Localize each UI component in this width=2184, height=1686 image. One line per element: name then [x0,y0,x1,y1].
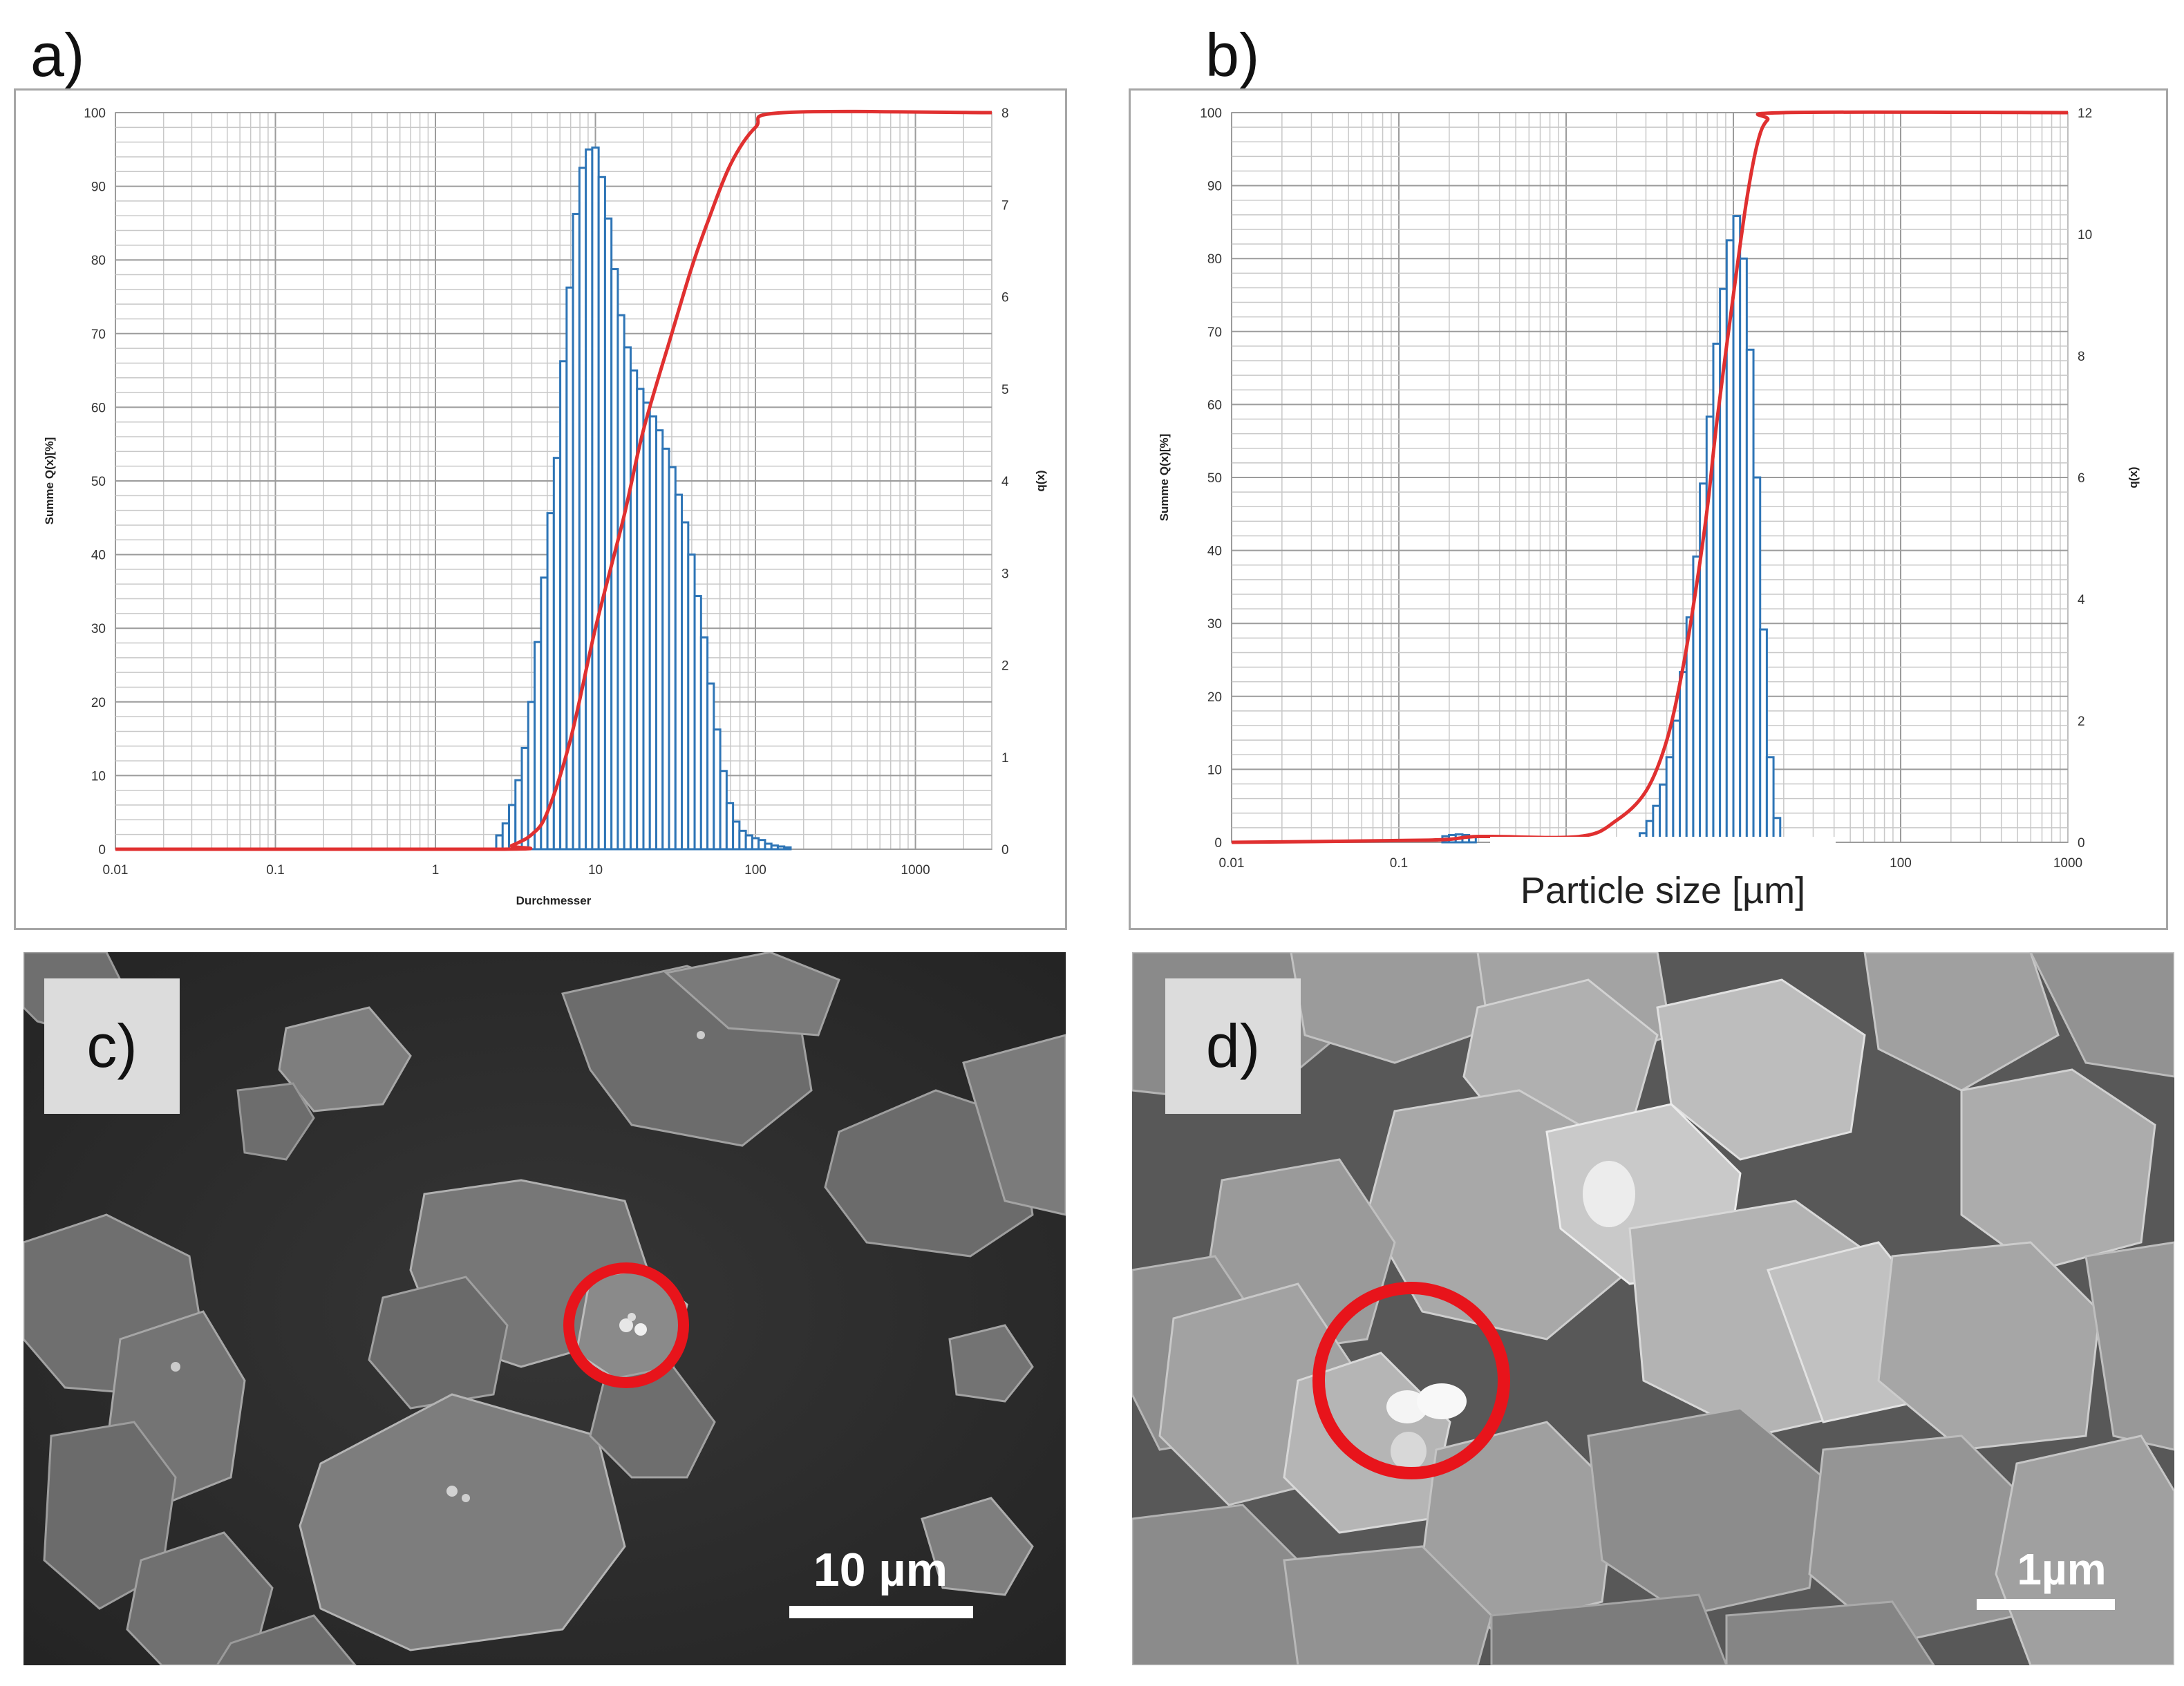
chart-a-ytick-right: 7 [1001,198,1009,213]
chart-b-xtick: 0.01 [1219,856,1245,871]
chart-a-xtick: 10 [588,863,603,878]
chart-a-xtick: 1000 [901,863,930,878]
chart-a-xtick: 100 [744,863,766,878]
chart-a-ytick-left: 50 [91,475,106,489]
chart-b-ytick-left: 80 [1207,252,1222,267]
chart-b-xlabel-backdrop [1490,837,1836,913]
chart-b-ytick-right: 10 [2078,228,2092,243]
chart-a-ytick-right: 3 [1001,567,1009,581]
chart-a-ytick-right: 0 [1001,843,1009,858]
chart-b-ytick-right: 0 [2078,836,2085,851]
chart-b-ytick-right: 2 [2078,714,2085,729]
panel-c-label: c) [44,978,180,1114]
chart-a-xlabel: Durchmesser [516,894,592,907]
chart-b-ytick-left: 0 [1214,836,1222,851]
chart-a-ytick-right: 5 [1001,383,1009,397]
chart-b-xlabel: Particle size [µm] [1521,870,1805,911]
chart-a-ytick-left: 30 [91,622,106,636]
panel-d-label: d) [1165,978,1301,1114]
chart-a-ytick-right: 4 [1001,475,1009,489]
chart-b: 0 10 20 30 40 50 60 70 80 90 100 0 2 4 6 8 10 12 0.01 0.1 10… [1129,88,2168,930]
chart-b-ytick-left: 50 [1207,471,1222,486]
chart-a: 0 10 20 30 40 50 60 70 80 90 100 0 1 2 3 4 5 6 7 8 0.01 0.1 1 1… [14,88,1067,930]
chart-b-ytick-right: 12 [2078,106,2092,121]
chart-a-xtick: 0.01 [103,863,129,878]
scale-d-bar [1977,1599,2115,1610]
chart-b-ytick-right: 4 [2078,593,2085,607]
chart-b-ytick-left: 40 [1207,544,1222,559]
chart-b-ytick-left: 30 [1207,617,1222,632]
chart-a-histogram-bar [783,846,792,851]
chart-b-ytick-right: 6 [2078,471,2085,486]
scale-d-text: 1µm [2017,1544,2107,1594]
chart-a-ylabel-left: Summe Q(x)[%] [43,437,56,525]
chart-a-ytick-left: 70 [91,328,106,342]
chart-b-ytick-right: 8 [2078,350,2085,364]
chart-a-ytick-right: 1 [1001,751,1009,766]
chart-a-ytick-left: 10 [91,769,106,784]
chart-b-ylabel-right: q(x) [2127,466,2140,488]
sem-image-c: c) 10 µm [23,952,1066,1665]
chart-a-xtick: 0.1 [266,863,284,878]
chart-a-ytick-left: 80 [91,254,106,268]
chart-b-ytick-left: 60 [1207,398,1222,413]
chart-b-ytick-left: 10 [1207,763,1222,777]
chart-a-cumulative-curve [115,109,992,851]
chart-a-xtick: 1 [432,863,440,878]
chart-a-ytick-right: 2 [1001,659,1009,674]
chart-a-ytick-right: 6 [1001,291,1009,305]
chart-b-xtick: 0.1 [1390,856,1408,871]
chart-b-ytick-left: 90 [1207,180,1222,194]
panel-a-label: a) [30,21,85,89]
scale-c-bar [789,1606,973,1618]
panel-b-label: b) [1205,21,1260,89]
sem-d-marker-circle [1312,1282,1510,1479]
sem-image-d: d) 1µm [1132,952,2174,1665]
chart-b-ylabel-left: Summe Q(x)[%] [1158,434,1171,522]
chart-a-ytick-left: 40 [91,549,106,563]
sem-image-d-svg [1132,952,2174,1665]
chart-b-ytick-left: 20 [1207,690,1222,705]
scale-c-text: 10 µm [813,1544,948,1596]
chart-a-ylabel-right: q(x) [1034,470,1047,491]
chart-a-ytick-right: 8 [1001,106,1009,121]
chart-a-ytick-left: 90 [91,180,106,195]
chart-a-ytick-left: 0 [98,843,106,858]
chart-b-ytick-left: 100 [1200,106,1222,121]
sem-image-c-svg [23,952,1066,1665]
chart-a-ytick-left: 60 [91,401,106,415]
chart-b-cumulative-curve [1231,110,2069,844]
chart-a-ytick-left: 100 [84,106,106,121]
chart-b-xtick: 1000 [2053,856,2082,871]
chart-b-ytick-left: 70 [1207,325,1222,340]
chart-a-ytick-left: 20 [91,696,106,710]
chart-b-xtick: 100 [1890,856,1912,871]
sem-c-marker-circle [563,1262,689,1388]
